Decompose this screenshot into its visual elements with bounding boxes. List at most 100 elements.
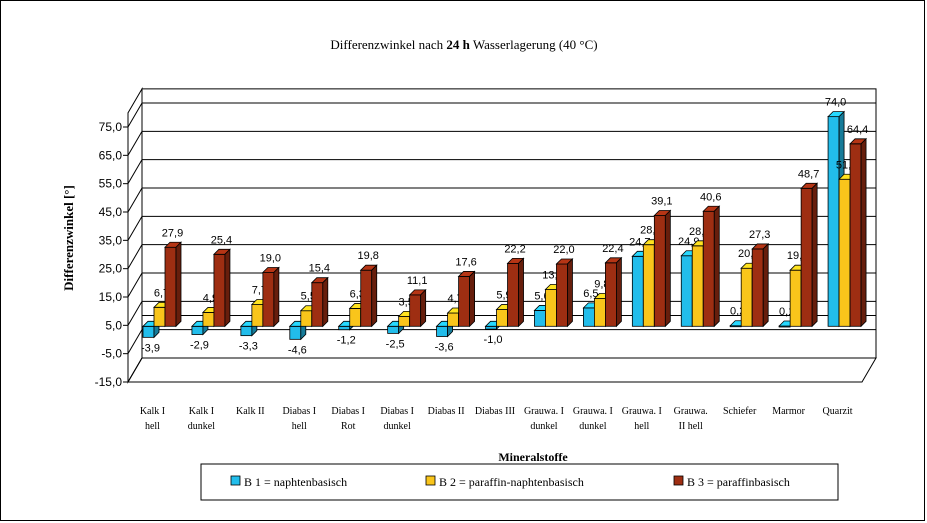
plot-floor (127, 357, 877, 383)
bar-3 (555, 258, 574, 328)
bar-front (240, 325, 253, 337)
bar-3 (408, 288, 427, 328)
bar-front (262, 272, 275, 327)
data-label: 22,4 (602, 243, 623, 255)
data-label: 11,1 (407, 275, 428, 287)
bar-side (762, 242, 769, 328)
bar-front (545, 289, 557, 327)
y-axis-title: Differenzwinkel [°] (61, 185, 76, 291)
bar-3 (849, 137, 868, 328)
x-tick-label: Kalk II (236, 406, 265, 417)
bar-front (311, 282, 324, 327)
bar-3 (457, 270, 476, 328)
legend-label: B 1 = naphtenbasisch (244, 475, 347, 489)
x-tick-label: Schiefer (723, 406, 757, 417)
gridline-side (127, 187, 143, 213)
bar-side (224, 248, 231, 328)
bar-front (191, 325, 204, 335)
bar-3 (604, 256, 623, 328)
bar-3 (506, 257, 525, 328)
y-tick-label: -15,0 (95, 375, 123, 389)
bar-front (338, 325, 351, 331)
y-tick-label: 55,0 (99, 177, 123, 191)
gridline-side (127, 357, 143, 383)
data-label: 27,3 (749, 229, 770, 241)
bar-3 (212, 248, 231, 328)
y-tick-label: 15,0 (99, 290, 123, 304)
x-tick-label: Diabas I Rot (331, 406, 365, 432)
gridline-side (127, 131, 143, 156)
x-tick-label: Grauwa. II hell (674, 406, 708, 432)
bar-side (518, 257, 524, 328)
legend-label: B 2 = paraffin-naphtenbasisch (439, 475, 584, 489)
bar-side (469, 270, 476, 328)
y-tick-label: 25,0 (99, 262, 123, 276)
data-label: 40,6 (700, 191, 721, 203)
bar-front (642, 244, 655, 327)
legend-box (200, 463, 839, 501)
gridline-side (127, 216, 143, 241)
bar-3 (261, 266, 280, 328)
x-tick-label: Marmor (772, 406, 805, 417)
data-label: 48,7 (798, 168, 819, 180)
data-label: 19,8 (358, 250, 379, 262)
x-tick-label: Diabas II (428, 406, 465, 417)
bar-front (289, 325, 302, 340)
bar-front (838, 178, 851, 327)
data-label: -4,6 (288, 344, 307, 356)
bar-front (485, 325, 497, 330)
bar-3 (800, 182, 819, 328)
x-tick-label: Quarzit (823, 406, 853, 417)
legend-swatch (673, 475, 684, 486)
bar-front (458, 276, 471, 327)
data-label: -2,9 (190, 340, 209, 352)
data-label: 17,6 (455, 256, 476, 268)
data-label: -1,2 (337, 335, 356, 347)
bar-front (849, 143, 862, 327)
y-tick-label: 65,0 (99, 148, 123, 162)
bar-side (567, 258, 573, 328)
y-tick-label: 35,0 (99, 233, 123, 247)
data-label: 22,2 (504, 243, 525, 255)
bar-side (371, 264, 378, 328)
gridline-side (127, 102, 143, 128)
gridline-side (127, 329, 143, 354)
y-tick-label: -5,0 (101, 347, 122, 361)
bar-front (398, 315, 411, 327)
data-label: 39,1 (651, 196, 672, 208)
bar-front (653, 215, 666, 327)
bar-front (556, 263, 568, 327)
bar-front (789, 269, 802, 327)
bar-front (740, 267, 753, 327)
data-label: -3,6 (435, 342, 454, 354)
bar-3 (653, 209, 672, 328)
bar-front (827, 116, 840, 327)
bar-front (164, 246, 177, 327)
gridline-side (127, 301, 143, 326)
plot-side-wall (127, 86, 143, 384)
bar-front (142, 325, 155, 338)
data-label: 25,4 (211, 234, 232, 246)
data-label: 6,5 (583, 288, 598, 300)
x-tick-label: Diabas III (475, 406, 515, 417)
bar-side (811, 182, 818, 328)
bar-front (496, 309, 508, 327)
y-tick-label: 75,0 (99, 120, 123, 134)
bar-front (507, 262, 519, 327)
bar-3 (164, 241, 182, 328)
bar-side (273, 266, 280, 328)
bar-front (436, 325, 449, 337)
data-label: 15,4 (309, 263, 330, 275)
bar-side (664, 209, 671, 328)
data-label: 22,0 (553, 244, 574, 256)
bar-front (594, 298, 606, 327)
bar-front (251, 304, 264, 327)
bar-front (349, 308, 362, 327)
